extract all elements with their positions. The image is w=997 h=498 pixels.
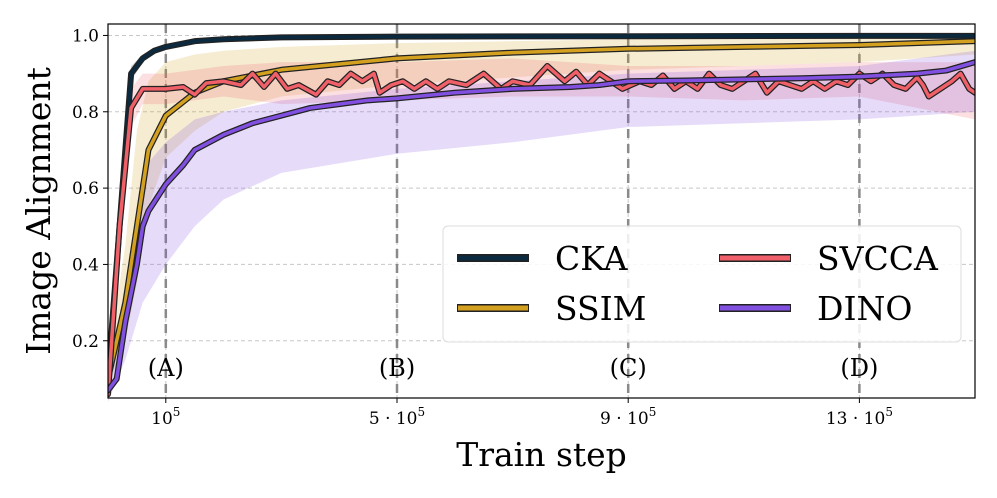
series-dino	[108, 59, 975, 394]
legend-entry-cka: CKA	[457, 239, 629, 278]
legend-entry-ssim: SSIM	[457, 289, 646, 328]
legend-entry-dino: DINO	[719, 289, 912, 328]
legend-box	[442, 225, 962, 343]
series-line	[108, 34, 975, 381]
legend-label: DINO	[817, 289, 912, 328]
y-axis-label: Image Alignment	[19, 67, 58, 355]
x-tick-label: 9 · 105	[600, 405, 656, 429]
x-tick-label: 5 · 105	[369, 405, 425, 429]
y-tick-label: 0.4	[72, 255, 99, 275]
x-axis-label: Train step	[456, 435, 627, 474]
y-tick-label: 1.0	[72, 26, 99, 46]
legend: CKA SVCCA SSIM DINO	[442, 225, 962, 343]
stage-marker-label: (D)	[840, 354, 878, 382]
axis-ticks: 0.2 0.4 0.6 0.8 1.0 105 5 · 105 9 · 105 13 · 105	[72, 26, 893, 429]
series-line	[108, 60, 975, 393]
series-svcca	[108, 62, 975, 398]
plot-frame	[107, 23, 976, 399]
x-tick-label: 13 · 105	[826, 405, 893, 429]
legend-label: SSIM	[555, 289, 646, 328]
stage-marker-label: (A)	[148, 354, 184, 382]
legend-entry-svcca: SVCCA	[719, 239, 939, 278]
legend-label: CKA	[555, 239, 629, 278]
y-tick-label: 0.6	[72, 179, 99, 199]
stage-marker-label: (C)	[610, 354, 647, 382]
band-ssim	[108, 35, 975, 387]
stage-marker-label: (B)	[379, 354, 415, 382]
band-dino	[108, 50, 975, 402]
legend-label: SVCCA	[817, 239, 939, 278]
series-line	[108, 64, 975, 396]
x-tick-label: 105	[151, 405, 180, 429]
y-tick-label: 0.2	[72, 332, 99, 352]
series-lines	[108, 32, 975, 398]
y-tick-label: 0.8	[72, 103, 99, 123]
series-cka	[108, 32, 975, 382]
